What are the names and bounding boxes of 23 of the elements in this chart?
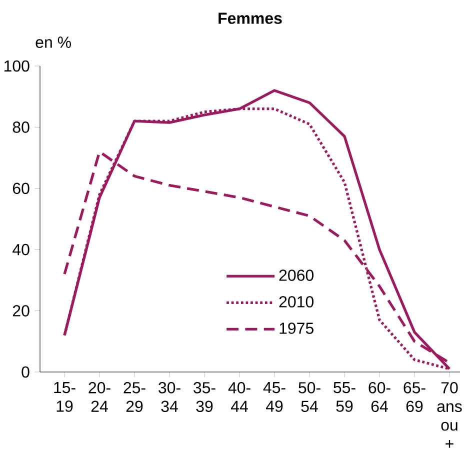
y-tick-label: 20 [12, 305, 30, 316]
x-tick-label: 65- 69 [404, 382, 426, 412]
y-tick-label: 40 [12, 244, 30, 256]
legend-label: 2010 [279, 296, 314, 308]
y-tick-label: 80 [12, 122, 30, 133]
y-tick-label: 0 [22, 366, 30, 378]
x-tick-label: 55- 59 [334, 382, 356, 412]
x-tick-label: 15- 19 [54, 382, 76, 412]
x-tick-label: 25- 29 [124, 382, 146, 412]
x-tick-label: 20- 24 [88, 382, 110, 412]
x-tick-label: 40- 44 [228, 382, 250, 412]
legend-label: 1975 [280, 322, 314, 334]
x-tick-label: 60- 64 [368, 382, 390, 412]
y-axis-title: en % [36, 36, 71, 48]
x-tick-label: 35- 39 [194, 382, 216, 412]
x-tick-label: 70 ans ou + [437, 382, 462, 448]
chart-title: Femmes [218, 12, 282, 24]
x-tick-label: 30- 34 [158, 382, 180, 412]
x-tick-label: 45- 49 [263, 382, 286, 412]
x-tick-label: 50- 54 [298, 382, 320, 412]
y-tick-label: 100 [4, 60, 30, 72]
legend-label: 2060 [279, 270, 314, 281]
y-tick-label: 60 [12, 182, 30, 194]
